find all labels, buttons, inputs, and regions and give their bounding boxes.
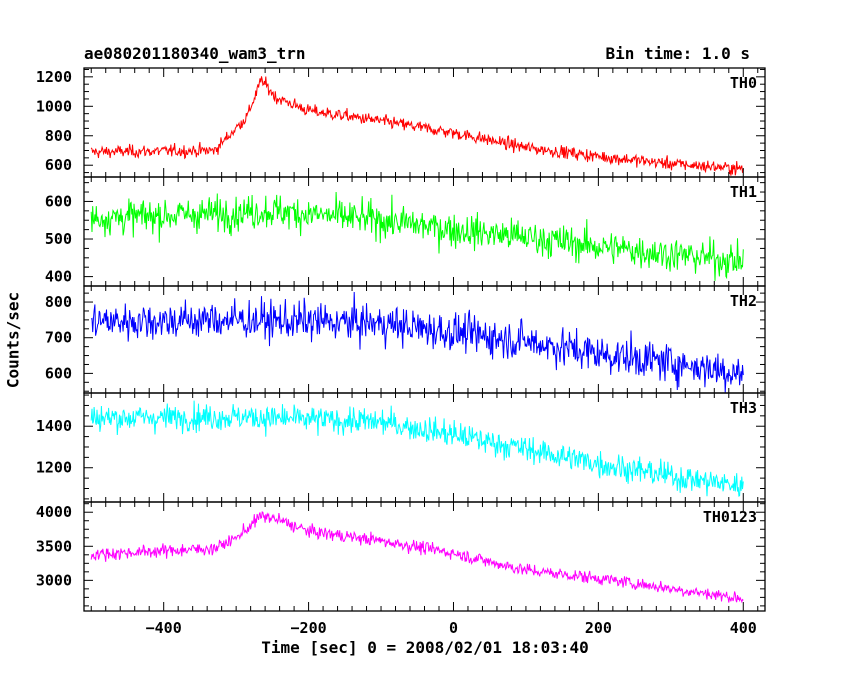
x-tick-label: −400	[146, 619, 182, 637]
series-th1	[90, 191, 744, 281]
y-tick-label: 1200	[36, 68, 72, 86]
panel-label: TH3	[730, 399, 757, 417]
x-axis-label: Time [sec] 0 = 2008/02/01 18:03:40	[261, 638, 589, 657]
y-tick-label: 800	[45, 293, 72, 311]
panel-label: TH0123	[703, 508, 757, 526]
y-tick-label: 1400	[36, 417, 72, 435]
panel-th1: 400 500 600 TH1	[45, 176, 766, 287]
y-tick-label: 800	[45, 127, 72, 145]
y-tick-label: 4000	[36, 503, 72, 521]
y-tick-label: 400	[45, 268, 72, 286]
series-th3	[90, 400, 744, 497]
series-th2	[90, 291, 744, 393]
y-tick-label: 600	[45, 156, 72, 174]
panel-frame	[83, 392, 766, 503]
panel-label: TH1	[730, 183, 757, 201]
x-tick-label: 400	[730, 619, 757, 637]
x-tick-label: 0	[449, 619, 458, 637]
y-tick-label: 600	[45, 364, 72, 382]
panel-frame	[83, 67, 766, 178]
panel-frame	[83, 285, 766, 394]
y-axis-label: Counts/sec	[3, 291, 23, 389]
series-th0123	[90, 511, 744, 604]
x-tick-label: −200	[291, 619, 327, 637]
y-tick-label: 1000	[36, 97, 72, 115]
y-tick-label: 1200	[36, 459, 72, 477]
chart-title: ae080201180340_wam3_trn	[84, 44, 306, 63]
panel-th0: 600 800 1000 1200 TH0	[36, 67, 766, 178]
y-tick-label: 700	[45, 329, 72, 347]
y-tick-label: 3000	[36, 571, 72, 589]
bin-time-label: Bin time: 1.0 s	[605, 44, 751, 63]
panel-th2: 600 700 800 TH2	[45, 285, 766, 394]
panel-label: TH2	[730, 292, 757, 310]
panel-label: TH0	[730, 74, 757, 92]
y-tick-label: 600	[45, 192, 72, 210]
panel-th0123: 3000 3500 4000 TH0123	[36, 501, 766, 612]
series-th0	[90, 76, 744, 176]
panel-th3: 1200 1400 TH3	[36, 392, 766, 503]
y-tick-label: 3500	[36, 537, 72, 555]
x-tick-label: 200	[585, 619, 612, 637]
panel-frame	[83, 176, 766, 287]
y-tick-label: 500	[45, 230, 72, 248]
panel-frame	[83, 501, 766, 612]
